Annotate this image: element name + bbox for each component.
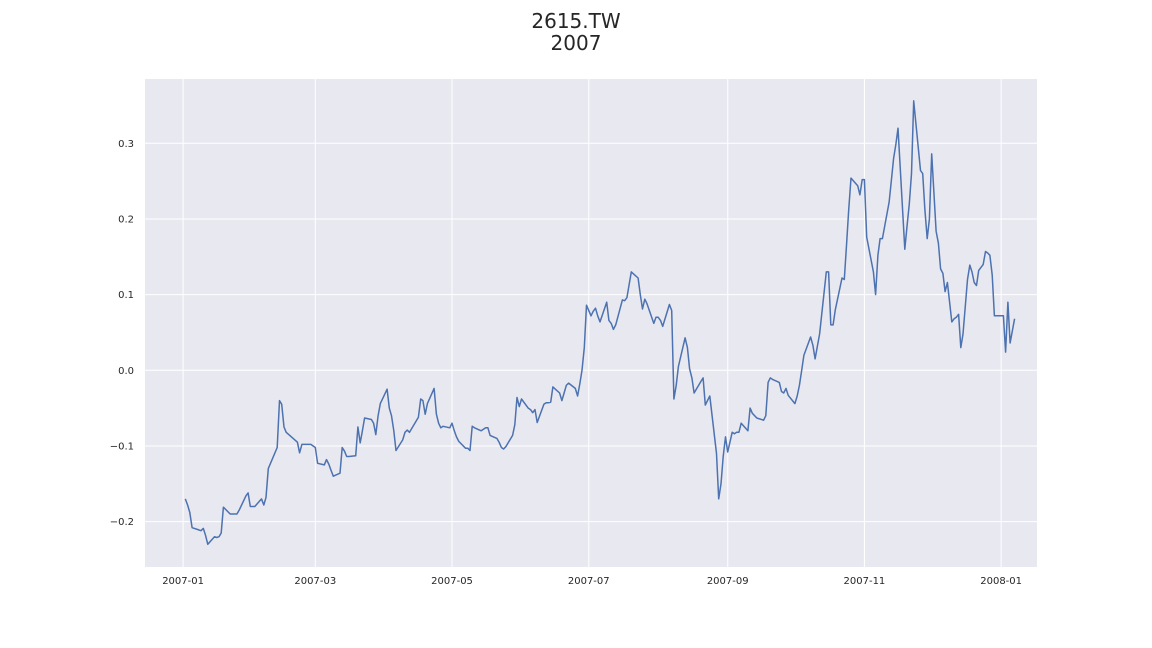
series-layer <box>184 100 1016 546</box>
x-axis-ticks: 2007-01 2007-03 2007-05 2007-07 2007-09 2007-… <box>162 576 1022 587</box>
y-axis-ticks: 0.3 0.2 0.1 0.0 −0.1 −0.2 <box>110 139 134 528</box>
x-tick-label: 2007-11 <box>844 576 886 587</box>
series-line <box>184 100 1016 546</box>
y-tick-label: −0.2 <box>110 517 134 528</box>
x-tick-label: 2008-01 <box>980 576 1022 587</box>
y-tick-label: −0.1 <box>110 441 134 452</box>
x-tick-label: 2007-01 <box>162 576 204 587</box>
y-tick-label: 0.0 <box>118 366 134 377</box>
grid-lines <box>145 79 1037 567</box>
x-tick-label: 2007-07 <box>568 576 610 587</box>
x-tick-label: 2007-05 <box>431 576 473 587</box>
x-tick-label: 2007-09 <box>707 576 749 587</box>
plot-area <box>145 79 1037 567</box>
chart-title-line1: 2615.TW <box>531 9 621 33</box>
y-tick-label: 0.1 <box>118 290 134 301</box>
y-tick-label: 0.3 <box>118 139 134 150</box>
x-tick-label: 2007-03 <box>294 576 336 587</box>
chart-title-line2: 2007 <box>550 31 602 55</box>
y-tick-label: 0.2 <box>118 214 134 225</box>
